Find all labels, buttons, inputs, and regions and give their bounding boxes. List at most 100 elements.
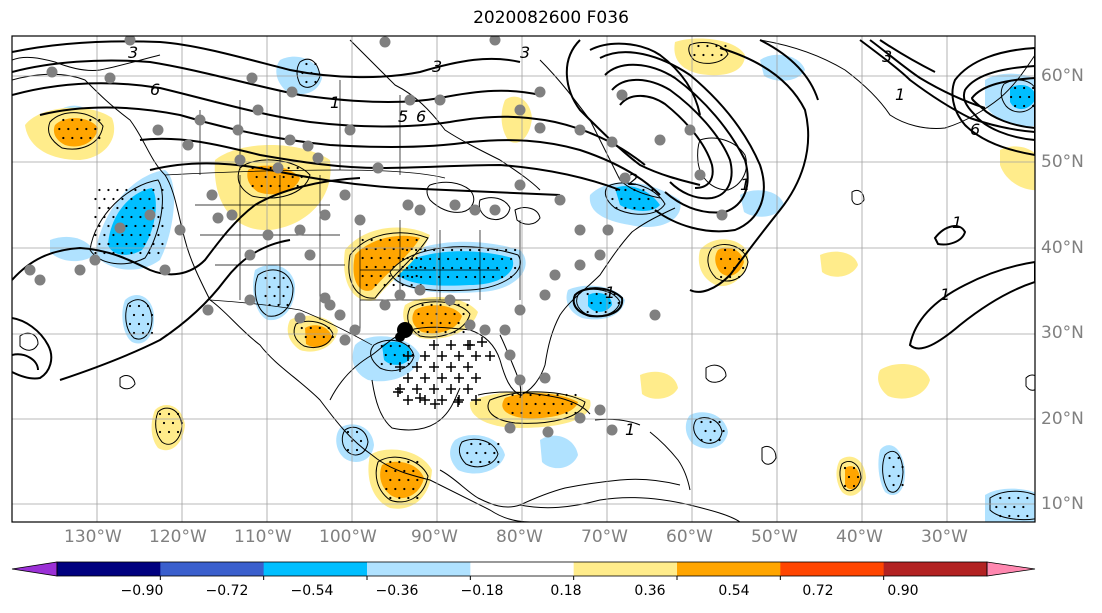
stipple-dot bbox=[702, 53, 705, 57]
stipple-dot bbox=[1032, 86, 1035, 90]
stipple-dot bbox=[393, 353, 396, 357]
stipple-dot bbox=[465, 257, 468, 261]
stipple-dot bbox=[1013, 505, 1016, 509]
contour-line bbox=[604, 63, 749, 214]
stipple-dot bbox=[282, 175, 285, 179]
neg-anomaly-core bbox=[615, 185, 660, 212]
stipple-dot bbox=[720, 257, 723, 261]
lat-label: 10°N bbox=[1041, 494, 1084, 514]
stipple-dot bbox=[511, 393, 514, 397]
stipple-dot bbox=[460, 266, 463, 270]
colorbar bbox=[11, 561, 1036, 580]
station-marker bbox=[74, 264, 86, 276]
contour-line bbox=[572, 287, 624, 318]
stipple-dot bbox=[697, 44, 700, 48]
stipple-dot bbox=[162, 421, 166, 425]
stipple-dot bbox=[406, 248, 409, 252]
station-marker bbox=[159, 264, 171, 276]
coastline-hispaniola bbox=[594, 418, 641, 426]
stipple-dot bbox=[424, 266, 427, 270]
stipple-dot bbox=[67, 127, 70, 131]
stipple-dot bbox=[132, 313, 136, 317]
pos-anomaly-fill bbox=[878, 364, 930, 399]
stipple-dot bbox=[724, 266, 727, 270]
station-marker bbox=[104, 72, 116, 84]
stipple-dot bbox=[415, 238, 418, 242]
stipple-dot bbox=[76, 127, 79, 131]
station-marker bbox=[434, 94, 446, 106]
stipple-dot bbox=[264, 294, 267, 298]
stipple-dot bbox=[116, 206, 119, 210]
stipple-dot bbox=[346, 430, 350, 434]
stipple-dot bbox=[642, 206, 645, 210]
stipple-dot bbox=[137, 304, 141, 308]
colorbar-tick-label: −0.18 bbox=[460, 583, 504, 599]
stipple-dot bbox=[112, 215, 115, 219]
stipple-dot bbox=[738, 275, 741, 279]
stipple-dot bbox=[466, 451, 469, 455]
significance-outline bbox=[707, 244, 749, 282]
colorbar-tick-label: −0.36 bbox=[375, 583, 419, 599]
stipple-dot bbox=[856, 475, 860, 479]
stipple-dot bbox=[58, 127, 61, 131]
station-marker bbox=[202, 304, 214, 316]
station-marker bbox=[46, 66, 58, 78]
coastline-newfoundland bbox=[697, 137, 747, 191]
stipple-dot bbox=[397, 256, 400, 260]
station-marker bbox=[542, 426, 554, 438]
stipple-dot bbox=[94, 127, 97, 131]
stipple-dot bbox=[121, 197, 124, 201]
stipple-dot bbox=[534, 402, 537, 406]
stipple-dot bbox=[402, 275, 405, 279]
lon-label: 30°W bbox=[921, 527, 968, 547]
stipple-dot bbox=[505, 248, 508, 252]
significance-outline bbox=[348, 232, 429, 299]
lon-label: 60°W bbox=[666, 527, 713, 547]
stipple-dot bbox=[264, 276, 267, 280]
stipple-dot bbox=[402, 257, 405, 261]
stipple-dot bbox=[94, 233, 97, 237]
station-marker bbox=[324, 299, 336, 311]
stipple-dot bbox=[157, 215, 160, 219]
stipple-dot bbox=[62, 136, 65, 140]
stipple-dot bbox=[121, 251, 124, 255]
stipple-dot bbox=[410, 247, 413, 251]
stipple-dot bbox=[171, 421, 175, 425]
pos-anomaly-core bbox=[305, 325, 332, 348]
stipple-dot bbox=[1004, 505, 1007, 509]
stipple-dot bbox=[483, 257, 486, 261]
stipple-dot bbox=[361, 274, 364, 278]
stipple-dot bbox=[94, 215, 97, 219]
significance-outline bbox=[125, 299, 153, 340]
significance-outline bbox=[851, 189, 865, 205]
colorbar-frame bbox=[56, 561, 988, 577]
stipple-dot bbox=[94, 197, 97, 201]
stipple-dot bbox=[1023, 104, 1026, 108]
stipple-dot bbox=[706, 44, 709, 48]
neg-anomaly-fill bbox=[122, 295, 155, 344]
colorbar-tick-label: −0.72 bbox=[205, 583, 249, 599]
station-marker bbox=[534, 122, 546, 134]
contour-line bbox=[951, 46, 1035, 157]
stipple-dot bbox=[647, 197, 650, 201]
stipple-dot bbox=[304, 335, 307, 339]
contour-line bbox=[12, 59, 541, 103]
neg-anomaly-fill bbox=[540, 435, 578, 469]
stipple-dot bbox=[547, 411, 550, 415]
colorbar-tick-label: 0.90 bbox=[887, 583, 919, 599]
stipple-dot bbox=[507, 402, 510, 406]
station-marker bbox=[394, 289, 406, 301]
stipple-dot bbox=[125, 224, 128, 228]
neg-anomaly-core bbox=[1010, 85, 1035, 109]
stipple-dot bbox=[715, 44, 718, 48]
pos-anomaly-fill bbox=[640, 371, 678, 399]
stipple-dot bbox=[374, 265, 377, 269]
stipple-dot bbox=[510, 275, 513, 279]
stipple-dot bbox=[415, 266, 418, 270]
stipple-dot bbox=[125, 242, 128, 246]
stipple-dot bbox=[309, 326, 312, 330]
stipple-dot bbox=[497, 460, 500, 464]
stipple-dot bbox=[130, 251, 133, 255]
stipple-dot bbox=[388, 274, 391, 278]
contour-line bbox=[12, 40, 521, 79]
